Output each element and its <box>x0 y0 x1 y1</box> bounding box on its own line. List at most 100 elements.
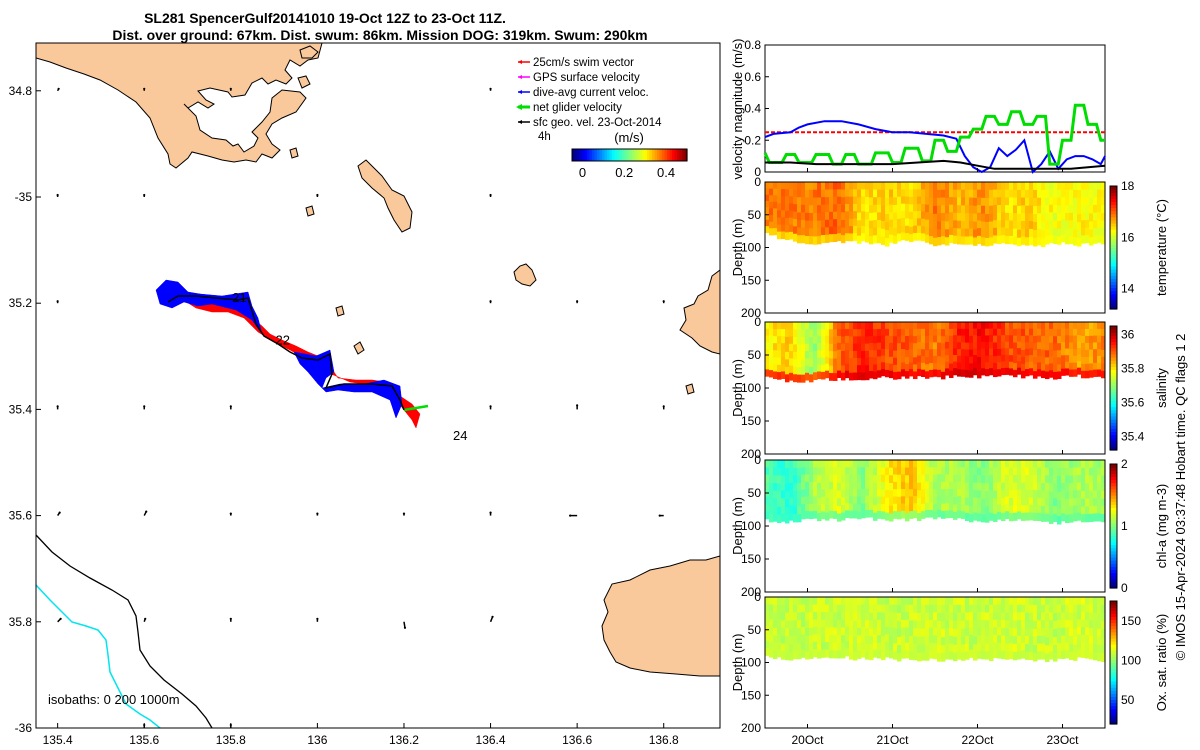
heatmap-cell <box>1053 637 1058 646</box>
heatmap-cell <box>813 597 818 605</box>
heatmap-cell <box>857 227 862 237</box>
heatmap-cell <box>945 510 950 519</box>
heatmap-cell <box>989 354 994 363</box>
heatmap-colorbar-segment <box>1110 677 1117 682</box>
heatmap-cell <box>905 513 910 522</box>
heatmap-cell <box>945 620 950 629</box>
heatmap-cell <box>957 628 962 637</box>
heatmap-cell <box>857 511 862 520</box>
heatmap-cell <box>1065 322 1070 330</box>
heatmap-cell <box>865 336 870 345</box>
heatmap-cell <box>869 205 874 214</box>
heatmap-cell <box>833 597 838 606</box>
heatmap-cell <box>1069 189 1074 198</box>
heatmap-cell <box>889 182 894 191</box>
heatmap-cell <box>965 189 970 199</box>
heatmap-colorbar-segment <box>1110 207 1117 212</box>
heatmap-cell <box>845 488 850 497</box>
heatmap-cell <box>1061 204 1066 213</box>
heatmap-cell <box>921 636 926 645</box>
heatmap-cell <box>909 355 914 363</box>
heatmap-cell <box>1025 612 1030 621</box>
heatmap-cell <box>933 221 938 231</box>
colorbar-segment <box>607 149 611 161</box>
heatmap-cell <box>949 651 954 660</box>
heatmap-cell <box>1097 328 1102 337</box>
heatmap-cell <box>857 482 862 490</box>
heatmap-cell <box>1005 322 1010 330</box>
heatmap-cell <box>981 341 986 349</box>
heatmap-cell <box>1065 619 1070 628</box>
heatmap-cell <box>1049 643 1054 652</box>
heatmap-cell <box>1085 627 1090 636</box>
heatmap-cell <box>817 490 822 499</box>
heatmap-cell <box>965 620 970 629</box>
heatmap-cell <box>869 328 874 337</box>
heatmap-cell <box>1017 328 1022 336</box>
heatmap-cell <box>889 597 894 606</box>
heatmap-cell <box>781 505 786 515</box>
heatmap-cell <box>1061 513 1066 522</box>
heatmap-cell <box>845 510 850 518</box>
heatmap-cell <box>769 221 774 229</box>
heatmap-cell <box>809 197 814 206</box>
heatmap-cell <box>881 597 886 606</box>
heatmap-cell <box>825 619 830 628</box>
heatmap-cell <box>765 474 770 483</box>
heatmap-cell <box>797 604 802 613</box>
heatmap-cell <box>1025 490 1030 499</box>
heatmap-cell <box>961 236 966 245</box>
heatmap-cell <box>941 653 946 662</box>
heatmap-cell <box>885 349 890 357</box>
heatmap-cell <box>1097 620 1102 630</box>
heatmap-cell <box>893 350 898 359</box>
heatmap-cell <box>1077 341 1082 349</box>
heatmap-cell <box>889 219 894 228</box>
heatmap-cell <box>965 597 970 606</box>
heatmap-cell <box>1049 204 1054 213</box>
heatmap-cell <box>1017 489 1022 498</box>
heatmap-cell <box>797 467 802 476</box>
heatmap-cell <box>993 460 998 469</box>
heatmap-cell <box>1013 220 1018 230</box>
heatmap-cell <box>869 356 874 365</box>
heatmap-cell <box>1009 650 1014 660</box>
heatmap-cell <box>993 227 998 236</box>
heatmap-cell <box>1061 475 1066 484</box>
heatmap-colorbar-segment <box>1110 241 1117 246</box>
heatmap-cell <box>853 189 858 198</box>
heatmap-cell <box>901 322 906 330</box>
heatmap-cell <box>1029 341 1034 349</box>
heatmap-cell <box>861 182 866 190</box>
heatmap-cell <box>869 644 874 653</box>
heatmap-cell <box>897 482 902 490</box>
heatmap-cell <box>1025 604 1030 614</box>
heatmap-cell <box>1069 597 1074 606</box>
heatmap-cell <box>1089 460 1094 469</box>
heatmap-cell <box>933 197 938 207</box>
heatmap-cell <box>805 496 810 505</box>
geo-velocity-arrowhead <box>229 405 232 408</box>
heatmap-cell <box>809 604 814 613</box>
heatmap-cell <box>929 597 934 606</box>
heatmap-cell <box>1057 364 1062 372</box>
heatmap-cell <box>1089 651 1094 660</box>
heatmap-cell <box>1001 467 1006 476</box>
heatmap-colorbar-tick-label: 1 <box>1121 519 1128 533</box>
heatmap-cell <box>1073 229 1078 238</box>
heatmap-cell <box>789 512 794 521</box>
heatmap-colorbar-segment <box>1110 244 1117 249</box>
heatmap-cell <box>817 467 822 476</box>
heatmap-cell <box>833 343 838 352</box>
heatmap-cell <box>1025 328 1030 336</box>
heatmap-cell <box>845 335 850 344</box>
heatmap-cell <box>805 182 810 191</box>
heatmap-cell <box>1049 467 1054 477</box>
heatmap-cell <box>969 498 974 507</box>
heatmap-cell <box>1097 197 1102 206</box>
geo-velocity-arrowhead <box>229 617 232 620</box>
heatmap-cell <box>1101 356 1106 365</box>
heatmap-cell <box>985 498 990 508</box>
heatmap-cell <box>841 642 846 651</box>
heatmap-cell <box>925 604 930 614</box>
